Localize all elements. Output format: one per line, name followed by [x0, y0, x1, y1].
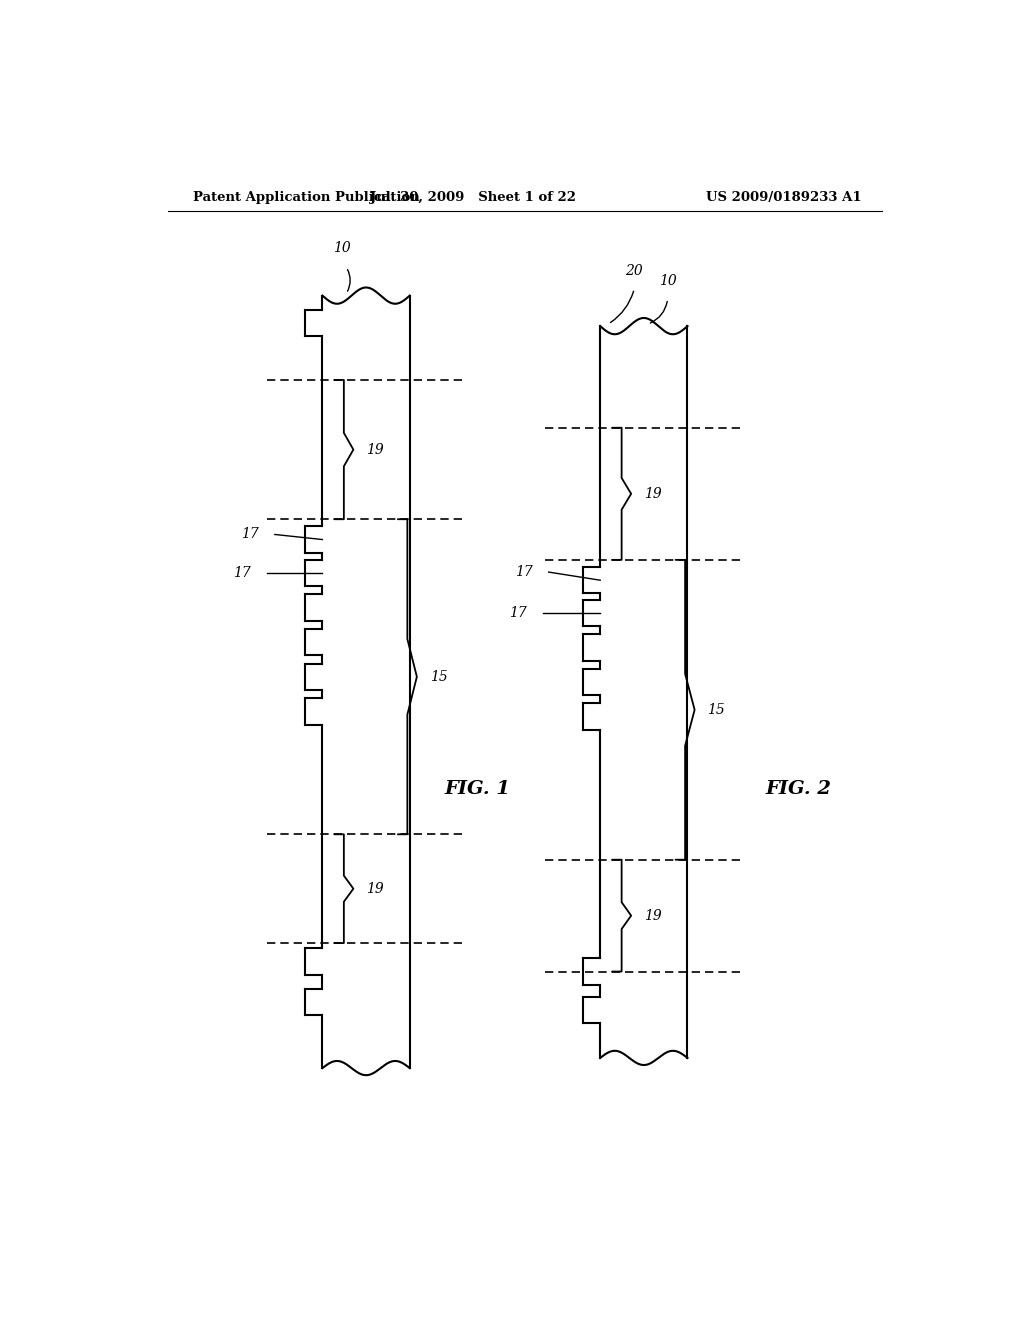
Text: 17: 17: [233, 566, 251, 579]
Text: 17: 17: [242, 528, 259, 541]
Text: 20: 20: [626, 264, 643, 279]
Text: 15: 15: [430, 669, 447, 684]
Text: 19: 19: [367, 882, 384, 896]
Text: US 2009/0189233 A1: US 2009/0189233 A1: [707, 190, 862, 203]
Text: Patent Application Publication: Patent Application Publication: [194, 190, 420, 203]
Text: 10: 10: [334, 242, 351, 255]
Text: 17: 17: [515, 565, 532, 579]
Text: 17: 17: [509, 606, 527, 619]
Text: 19: 19: [644, 908, 662, 923]
Text: FIG. 2: FIG. 2: [766, 780, 831, 797]
Text: FIG. 1: FIG. 1: [444, 780, 510, 797]
Text: 10: 10: [658, 275, 677, 289]
Text: 15: 15: [708, 702, 725, 717]
Text: 19: 19: [367, 442, 384, 457]
Text: Jul. 30, 2009   Sheet 1 of 22: Jul. 30, 2009 Sheet 1 of 22: [371, 190, 577, 203]
Text: 19: 19: [644, 487, 662, 500]
